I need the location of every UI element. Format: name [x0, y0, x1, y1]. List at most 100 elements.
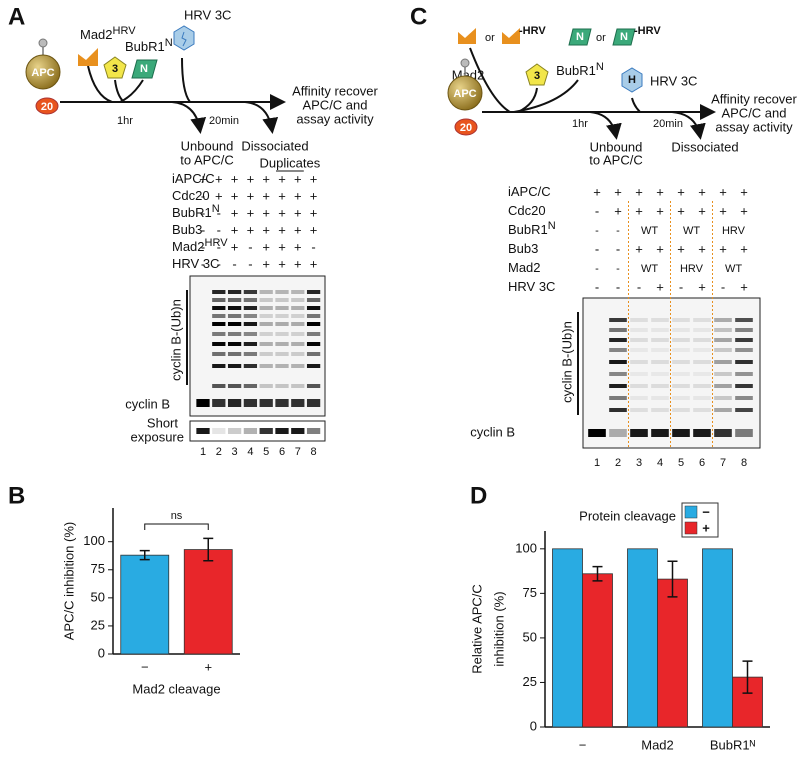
bar: [183, 549, 233, 655]
gel-band: [672, 396, 690, 400]
gel-band: [243, 428, 258, 434]
label: Bub3: [172, 222, 202, 237]
bar: [657, 578, 688, 728]
condition-cell: +: [740, 241, 748, 256]
gel-band: [672, 348, 690, 352]
label: BubR1: [172, 205, 212, 220]
superscript: HRV: [205, 237, 229, 249]
gel-band: [291, 352, 305, 356]
condition-cell: +: [698, 184, 706, 199]
y-tick-label: 25: [523, 674, 537, 689]
gel-band: [714, 429, 732, 437]
label: Mad2: [508, 260, 541, 275]
gel-band: [693, 338, 711, 342]
gel-band: [630, 328, 648, 332]
legend-swatch: [684, 505, 698, 519]
gel-band: [306, 314, 321, 318]
condition-cell: -: [217, 256, 221, 271]
gel-band: [651, 408, 669, 412]
gel-band: [609, 384, 627, 388]
gel-band: [735, 396, 753, 400]
gel-band: [588, 429, 606, 437]
step-label: 20min: [653, 118, 683, 130]
bubr1-icon: N: [140, 63, 148, 75]
gel-band: [693, 348, 711, 352]
label: BubR1: [508, 222, 548, 237]
gel-band: [275, 364, 289, 368]
gel-band: [243, 306, 258, 310]
gel-band: [735, 429, 753, 437]
bar: [120, 554, 170, 655]
gel-band: [291, 314, 305, 318]
gel-band: [306, 342, 321, 346]
gel-band: [291, 298, 305, 302]
superscript: N: [596, 61, 604, 73]
condition-cell: +: [677, 241, 685, 256]
condition-cell: +: [677, 203, 685, 218]
condition-cell: WT: [641, 225, 658, 237]
bar: [627, 548, 658, 728]
gel-band: [243, 314, 258, 318]
error-bar: [667, 560, 678, 598]
row-label: Mad2HRV: [172, 237, 228, 255]
gel-band: [714, 360, 732, 364]
outcome-label: to APC/C: [589, 152, 642, 167]
lane-number: 7: [720, 457, 726, 469]
gel-band: [306, 306, 321, 310]
gel-band: [693, 372, 711, 376]
condition-cell: +: [635, 203, 643, 218]
gel-band: [693, 396, 711, 400]
condition-cell: -: [595, 241, 599, 256]
gel-band: [306, 332, 321, 336]
gel-band: [693, 429, 711, 437]
gel-band: [212, 428, 226, 434]
gel-band: [243, 384, 258, 388]
gel-band: [291, 290, 305, 294]
condition-cell: +: [656, 203, 664, 218]
lane-number: 5: [678, 457, 684, 469]
gel-band: [227, 298, 242, 302]
y-tick-label: 0: [530, 718, 537, 733]
gel-band: [212, 314, 226, 318]
gel-band: [243, 342, 258, 346]
gel-band: [196, 428, 210, 434]
row-label: iAPC/C: [172, 171, 215, 186]
label: Cdc20: [508, 203, 546, 218]
condition-cell: +: [294, 256, 302, 271]
gel-band: [714, 396, 732, 400]
panel-letter: A: [8, 3, 25, 30]
condition-cell: -: [201, 239, 205, 254]
bar: [582, 573, 613, 728]
gel-band: [672, 338, 690, 342]
gel-band: [243, 298, 258, 302]
superscript: N: [548, 220, 556, 232]
scheme-a: A APC 20 Mad2HRV 3 N BubR1N HRV 3C 1hr 2…: [8, 3, 379, 167]
gel-band: [714, 348, 732, 352]
apc-icon: APC: [453, 88, 476, 100]
gel-band: [212, 399, 226, 407]
lane-number: 6: [279, 446, 285, 458]
gel-band: [306, 364, 321, 368]
panel-letter: C: [410, 3, 427, 30]
gel-band: [259, 384, 273, 388]
condition-cell: +: [262, 188, 270, 203]
cdc20-icon: 20: [460, 122, 472, 134]
gel-band: [651, 372, 669, 376]
gel-band: [227, 364, 242, 368]
gel-band: [735, 372, 753, 376]
gel-band: [291, 364, 305, 368]
gel-band: [609, 372, 627, 376]
gel-band: [243, 332, 258, 336]
lane-number: 8: [741, 457, 747, 469]
gel-band: [291, 399, 305, 407]
annotation: ns: [171, 510, 183, 522]
gel-band: [212, 364, 226, 368]
gel-band: [651, 328, 669, 332]
outcome-label: Unbound: [590, 139, 643, 154]
gel-band: [630, 408, 648, 412]
x-tick-label: −: [579, 737, 587, 752]
y-tick-label: 100: [515, 540, 537, 555]
label: Mad2: [80, 27, 113, 42]
gel-band: [243, 290, 258, 294]
gel-band: [243, 322, 258, 326]
